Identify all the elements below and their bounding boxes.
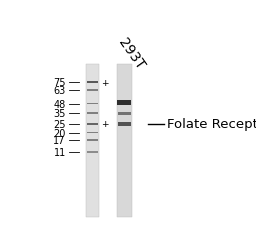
Bar: [87, 113, 98, 114]
Text: +: +: [101, 120, 109, 129]
Bar: [87, 90, 98, 92]
Text: 48: 48: [54, 99, 66, 109]
Bar: [87, 140, 98, 141]
Bar: [87, 152, 98, 153]
Text: 75: 75: [53, 78, 66, 88]
Bar: [87, 124, 98, 125]
Bar: [87, 82, 98, 84]
Text: +: +: [101, 78, 109, 88]
Bar: [86, 65, 99, 217]
Bar: [87, 132, 98, 134]
Text: 35: 35: [53, 109, 66, 119]
Text: 63: 63: [54, 86, 66, 96]
Text: 11: 11: [54, 147, 66, 157]
Text: 293T: 293T: [115, 36, 147, 72]
Bar: [118, 112, 131, 115]
Text: 25: 25: [53, 119, 66, 129]
Bar: [118, 122, 131, 126]
Text: 17: 17: [53, 136, 66, 146]
Bar: [117, 65, 132, 217]
Bar: [117, 101, 131, 105]
Bar: [87, 103, 98, 105]
Text: 20: 20: [53, 128, 66, 138]
Text: Folate Receptor 4: Folate Receptor 4: [167, 118, 256, 131]
